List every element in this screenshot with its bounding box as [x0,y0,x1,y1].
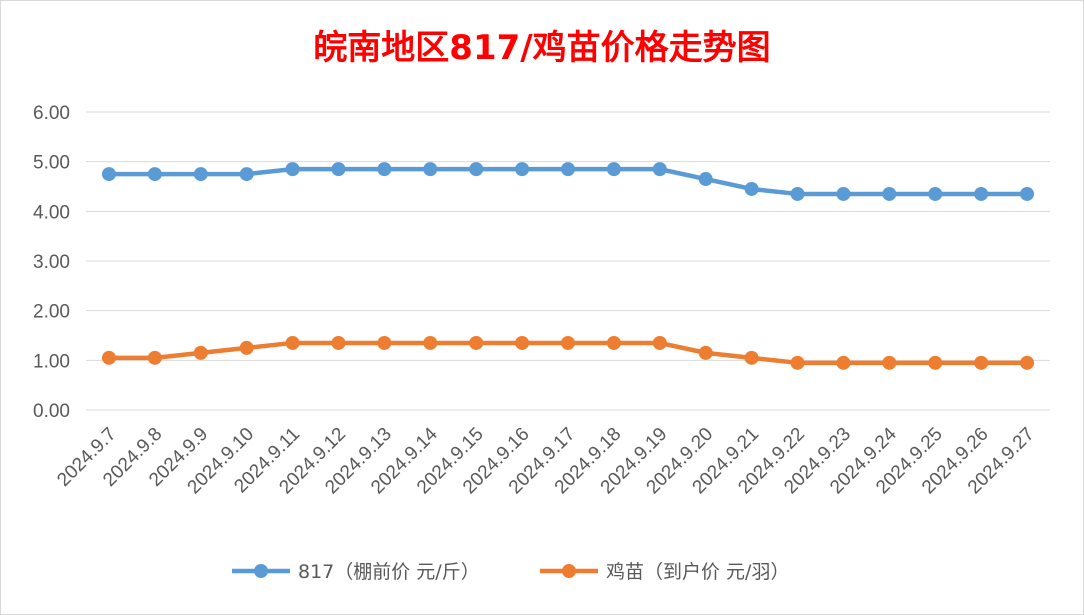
data-point[interactable] [193,167,208,182]
data-point[interactable] [836,355,851,370]
data-point[interactable] [606,335,621,350]
data-point[interactable] [515,335,530,350]
data-point[interactable] [193,345,208,360]
series-1 [101,162,1035,201]
data-point[interactable] [790,355,805,370]
data-point[interactable] [239,167,254,182]
data-point[interactable] [744,350,759,365]
data-point[interactable] [239,340,254,355]
data-point[interactable] [423,162,438,177]
data-point[interactable] [836,186,851,201]
data-point[interactable] [698,172,713,187]
data-point[interactable] [652,162,667,177]
data-point[interactable] [561,335,575,350]
y-axis-ticks: 0.00 1.00 2.00 3.00 4.00 5.00 6.00 [33,103,70,422]
y-tick-label: 5.00 [33,153,70,174]
data-point[interactable] [423,335,438,350]
y-tick-label: 3.00 [33,252,70,273]
y-tick-label: 2.00 [33,302,70,323]
data-point[interactable] [606,162,621,177]
data-point[interactable] [1020,355,1035,370]
legend-marker [254,564,268,578]
legend-item-1[interactable]: 817（棚前价 元/斤） [232,561,480,583]
data-point[interactable] [285,162,300,177]
data-point[interactable] [101,167,116,182]
legend-marker [562,564,576,578]
data-point[interactable] [744,181,759,196]
x-axis-ticks: 2024.9.72024.9.82024.9.92024.9.102024.9.… [53,423,1038,498]
data-point[interactable] [652,335,667,350]
legend[interactable]: 817（棚前价 元/斤） 鸡苗（到户价 元/羽） [232,561,789,583]
y-tick-label: 0.00 [33,401,70,422]
data-point[interactable] [377,335,392,350]
data-point[interactable] [285,335,300,350]
data-point[interactable] [974,186,989,201]
data-point[interactable] [928,355,943,370]
data-point[interactable] [469,162,484,177]
data-point[interactable] [331,162,346,177]
y-tick-label: 4.00 [33,202,70,223]
data-point[interactable] [147,350,162,365]
data-point[interactable] [974,355,989,370]
data-point[interactable] [331,335,346,350]
legend-label: 817（棚前价 元/斤） [298,561,480,583]
data-point[interactable] [101,350,116,365]
gridlines [86,111,1050,411]
data-point[interactable] [377,162,392,177]
data-point[interactable] [882,186,897,201]
legend-item-2[interactable]: 鸡苗（到户价 元/羽） [540,561,789,583]
data-point[interactable] [1020,186,1035,201]
data-point[interactable] [790,186,805,201]
legend-label: 鸡苗（到户价 元/羽） [606,561,789,583]
data-point[interactable] [882,355,897,370]
data-point[interactable] [147,167,162,182]
series-layer [101,162,1035,370]
data-point[interactable] [469,335,484,350]
data-point[interactable] [561,162,575,177]
y-tick-label: 1.00 [33,351,70,372]
y-tick-label: 6.00 [33,103,70,124]
data-point[interactable] [515,162,530,177]
data-point[interactable] [928,186,943,201]
data-point[interactable] [698,345,713,360]
series-2 [101,335,1035,370]
chart-title: 皖南地区817/鸡苗价格走势图 [313,28,770,68]
